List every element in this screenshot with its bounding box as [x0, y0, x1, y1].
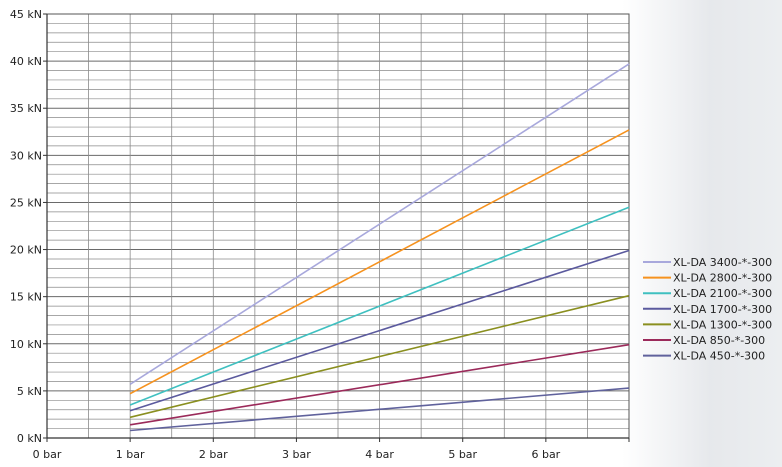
x-tick-label: 0 bar: [33, 448, 62, 461]
legend-label-4: XL-DA 1700-*-300: [673, 303, 772, 316]
axes: [43, 13, 630, 442]
x-tick-label: 4 bar: [365, 448, 394, 461]
legend-label-2: XL-DA 2800-*-300: [673, 272, 772, 285]
y-tick-label: 10 kN: [10, 338, 42, 351]
series-line-2: [129, 129, 630, 395]
legend-label-5: XL-DA 1300-*-300: [673, 318, 772, 331]
series-line-4: [129, 249, 630, 412]
legend-label-7: XL-DA 450-*-300: [673, 350, 765, 363]
series-line-5: [129, 294, 630, 419]
legend-label-1: XL-DA 3400-*-300: [673, 256, 772, 269]
series-line-7: [130, 387, 630, 432]
x-tick-label: 1 bar: [116, 448, 145, 461]
x-tick-label: 2 bar: [199, 448, 228, 461]
y-tick-label: 5 kN: [17, 385, 42, 398]
legend-label-3: XL-DA 2100-*-300: [673, 287, 772, 300]
y-tick-label: 0 kN: [17, 432, 42, 445]
grid: [46, 13, 630, 439]
series-line-3: [129, 206, 630, 406]
y-tick-label: 25 kN: [10, 196, 42, 209]
x-tick-label: 3 bar: [282, 448, 311, 461]
y-tick-label: 45 kN: [10, 8, 42, 21]
series-line-6: [129, 343, 630, 426]
series-lines: [129, 63, 630, 432]
y-tick-label: 30 kN: [10, 149, 42, 162]
y-tick-label: 20 kN: [10, 244, 42, 257]
y-tick-label: 40 kN: [10, 55, 42, 68]
x-tick-label: 6 bar: [531, 448, 560, 461]
y-tick-labels: 0 kN 5 kN 10 kN 15 kN 20 kN 25 kN 30 kN 35 kN 40…: [10, 8, 42, 445]
background-shading: [622, 0, 782, 467]
legend-label-6: XL-DA 850-*-300: [673, 334, 765, 347]
legend: XL-DA 3400-*-300 XL-DA 2800-*-300 XL-DA 21…: [643, 256, 772, 363]
x-tick-labels: 0 bar 1 bar 2 bar 3 bar 4 bar 5 bar 6 bar: [33, 448, 561, 461]
y-tick-label: 35 kN: [10, 102, 42, 115]
series-line-1: [129, 63, 630, 385]
x-tick-label: 5 bar: [448, 448, 477, 461]
y-tick-label: 15 kN: [10, 291, 42, 304]
